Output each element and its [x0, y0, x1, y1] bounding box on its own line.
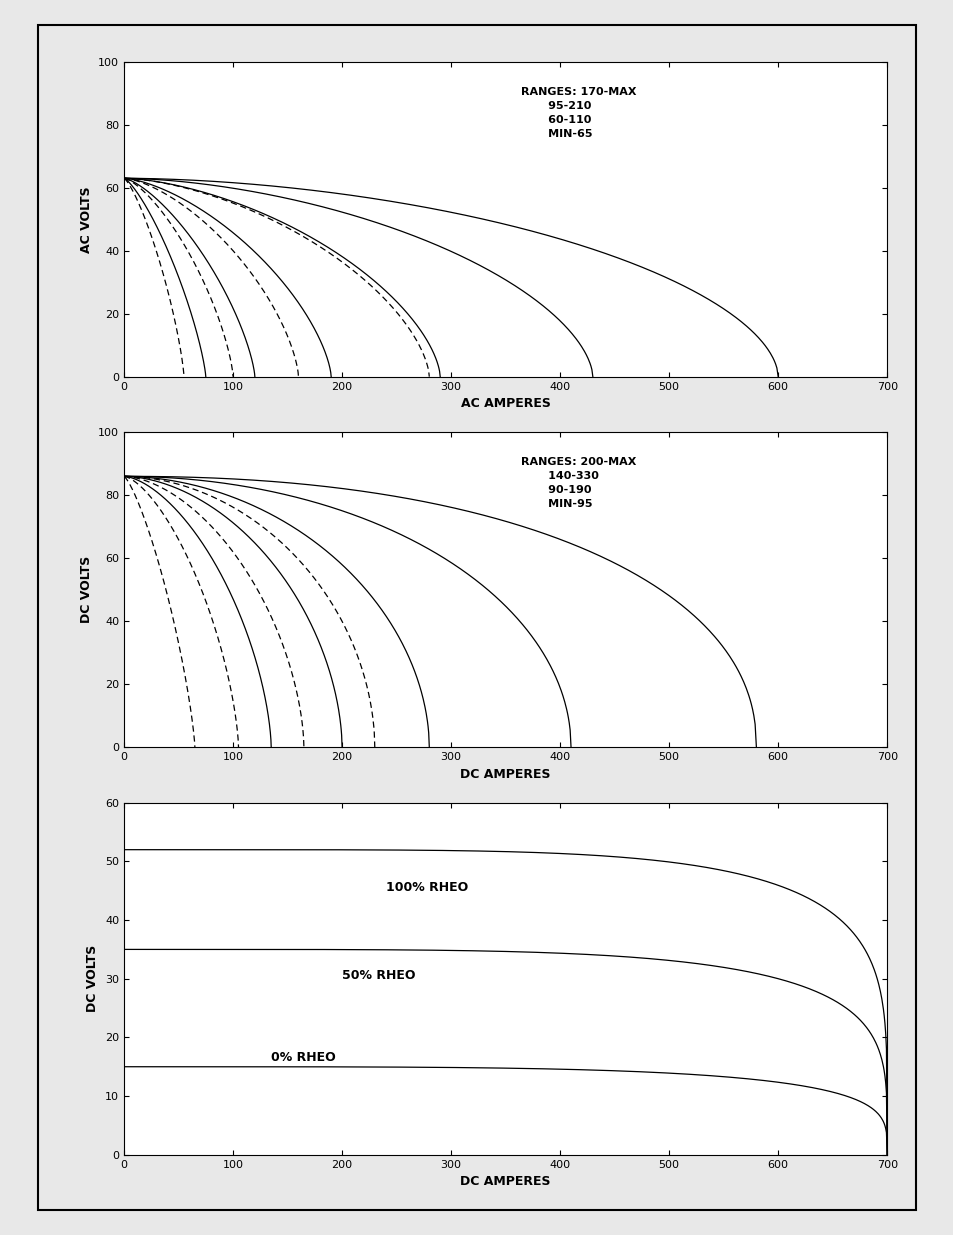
Text: RANGES: 200-MAX
       140-330
       90-190
       MIN-95: RANGES: 200-MAX 140-330 90-190 MIN-95: [520, 457, 636, 510]
X-axis label: DC AMPERES: DC AMPERES: [460, 768, 550, 781]
Y-axis label: DC VOLTS: DC VOLTS: [79, 556, 92, 624]
Text: RANGES: 170-MAX
       95-210
       60-110
       MIN-65: RANGES: 170-MAX 95-210 60-110 MIN-65: [520, 86, 636, 140]
Text: 100% RHEO: 100% RHEO: [385, 881, 468, 894]
X-axis label: DC AMPERES: DC AMPERES: [460, 1176, 550, 1188]
X-axis label: AC AMPERES: AC AMPERES: [460, 398, 550, 410]
Y-axis label: DC VOLTS: DC VOLTS: [87, 945, 99, 1013]
Text: 50% RHEO: 50% RHEO: [342, 968, 416, 982]
Text: 0% RHEO: 0% RHEO: [271, 1051, 335, 1063]
Y-axis label: AC VOLTS: AC VOLTS: [79, 186, 92, 252]
